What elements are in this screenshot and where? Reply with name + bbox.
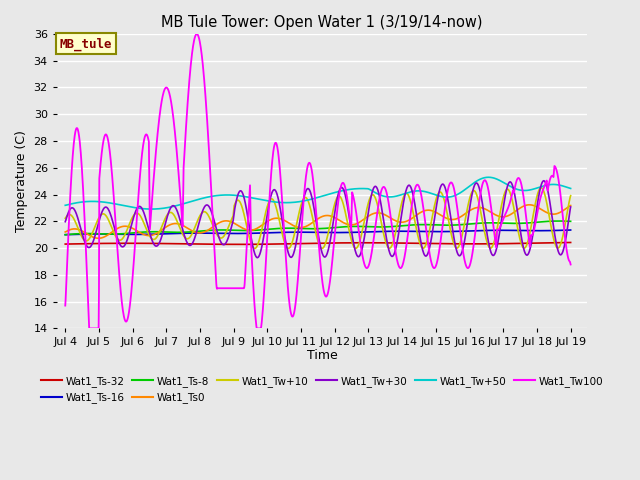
Wat1_Ts0	[276, 216, 284, 221]
Line: Wat1_Ts-32: Wat1_Ts-32	[65, 242, 571, 244]
Wat1_Ts-8	[296, 226, 303, 231]
Wat1_Tw100	[287, 310, 294, 315]
Wat1_Tw100	[122, 318, 129, 324]
Wat1_Ts0	[122, 223, 129, 229]
Wat1_Ts-8	[61, 232, 69, 238]
Wat1_Ts0	[567, 203, 575, 208]
Line: Wat1_Tw+30: Wat1_Tw+30	[65, 181, 571, 258]
Wat1_Ts-16	[286, 229, 294, 235]
Wat1_Tw+30	[61, 219, 69, 225]
Legend: Wat1_Ts-32, Wat1_Ts-16, Wat1_Ts-8, Wat1_Ts0, Wat1_Tw+10, Wat1_Tw+30, Wat1_Tw+50,: Wat1_Ts-32, Wat1_Ts-16, Wat1_Ts-8, Wat1_…	[36, 372, 607, 407]
Wat1_Tw+50	[276, 200, 284, 205]
Wat1_Tw+50	[148, 206, 156, 212]
Wat1_Tw+10	[349, 242, 357, 248]
Wat1_Ts-32	[234, 241, 241, 247]
Line: Wat1_Tw+10: Wat1_Tw+10	[65, 188, 571, 249]
Wat1_Tw+10	[61, 216, 69, 221]
Wat1_Ts-8	[276, 226, 284, 231]
Wat1_Ts0	[101, 234, 109, 240]
Wat1_Tw+10	[296, 208, 303, 214]
Wat1_Tw+30	[100, 205, 108, 211]
Wat1_Ts-8	[555, 218, 563, 224]
Wat1_Ts-16	[296, 229, 303, 235]
Wat1_Tw+10	[121, 232, 129, 238]
Wat1_Ts-32	[61, 241, 69, 247]
Wat1_Tw+30	[567, 204, 575, 210]
Wat1_Ts-8	[567, 218, 575, 224]
Wat1_Ts-16	[121, 231, 129, 237]
Wat1_Tw+30	[349, 239, 357, 244]
Wat1_Tw+30	[287, 254, 294, 260]
Wat1_Ts0	[296, 225, 303, 230]
Wat1_Ts-8	[100, 231, 108, 237]
Wat1_Ts-32	[287, 241, 294, 247]
Wat1_Tw100	[296, 249, 304, 255]
Wat1_Ts-32	[296, 241, 303, 247]
Wat1_Tw+30	[121, 242, 129, 248]
Wat1_Tw+50	[61, 203, 69, 208]
X-axis label: Time: Time	[307, 349, 337, 362]
Wat1_Ts-32	[567, 240, 575, 245]
Wat1_Tw+10	[287, 244, 294, 250]
Title: MB Tule Tower: Open Water 1 (3/19/14-now): MB Tule Tower: Open Water 1 (3/19/14-now…	[161, 15, 483, 30]
Wat1_Tw+50	[296, 199, 303, 204]
Wat1_Ts0	[525, 202, 533, 208]
Wat1_Ts0	[61, 229, 69, 235]
Y-axis label: Temperature (C): Temperature (C)	[15, 130, 28, 232]
Wat1_Tw100	[193, 31, 200, 37]
Wat1_Tw100	[567, 262, 575, 267]
Wat1_Ts-32	[100, 240, 108, 246]
Wat1_Tw+50	[287, 200, 294, 205]
Wat1_Ts-16	[276, 229, 284, 235]
Wat1_Tw100	[101, 133, 109, 139]
Wat1_Ts-8	[121, 231, 129, 237]
Wat1_Tw+30	[540, 178, 547, 184]
Wat1_Tw+50	[349, 186, 357, 192]
Wat1_Ts-32	[349, 240, 357, 246]
Wat1_Tw+30	[253, 255, 261, 261]
Wat1_Ts0	[95, 235, 102, 241]
Wat1_Tw100	[276, 172, 284, 178]
Wat1_Tw100	[85, 325, 93, 331]
Wat1_Ts-16	[61, 232, 69, 238]
Wat1_Tw+50	[100, 199, 108, 205]
Line: Wat1_Ts-8: Wat1_Ts-8	[65, 221, 571, 235]
Wat1_Tw+50	[121, 203, 129, 209]
Wat1_Tw+30	[276, 204, 284, 210]
Text: MB_tule: MB_tule	[60, 37, 112, 50]
Wat1_Tw100	[349, 194, 357, 200]
Wat1_Tw+30	[296, 220, 303, 226]
Wat1_Tw+50	[567, 186, 575, 192]
Wat1_Ts-16	[349, 229, 356, 235]
Wat1_Tw+10	[567, 193, 575, 199]
Line: Wat1_Ts-16: Wat1_Ts-16	[65, 230, 571, 235]
Line: Wat1_Ts0: Wat1_Ts0	[65, 205, 571, 238]
Wat1_Ts-32	[276, 241, 284, 247]
Wat1_Ts-8	[286, 225, 294, 231]
Wat1_Tw+10	[100, 211, 108, 217]
Wat1_Ts-16	[100, 231, 108, 237]
Wat1_Tw+10	[251, 246, 259, 252]
Line: Wat1_Tw100: Wat1_Tw100	[65, 34, 571, 328]
Wat1_Ts-32	[121, 240, 129, 246]
Wat1_Tw100	[61, 303, 69, 309]
Wat1_Ts-16	[567, 227, 575, 233]
Wat1_Tw+10	[537, 185, 545, 191]
Wat1_Ts0	[349, 222, 357, 228]
Line: Wat1_Tw+50: Wat1_Tw+50	[65, 177, 571, 209]
Wat1_Ts0	[287, 221, 294, 227]
Wat1_Ts-8	[349, 224, 356, 229]
Wat1_Tw+50	[484, 174, 492, 180]
Wat1_Tw+10	[276, 221, 284, 227]
